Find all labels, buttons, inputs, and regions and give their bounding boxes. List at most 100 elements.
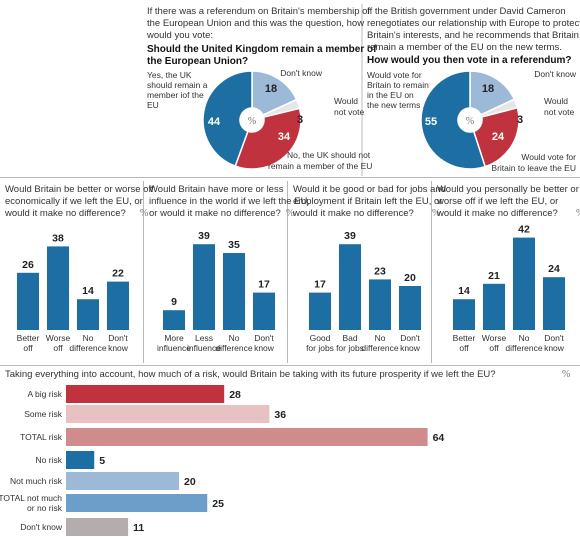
pie2-label-leave-2: Britain to leave the EU	[491, 163, 576, 173]
bars2-bar-2	[223, 253, 245, 330]
bars4-value-0: 14	[458, 285, 470, 297]
bar-chart-economy: %26Betteroff38Worseoff14Nodifference22Do…	[17, 208, 149, 353]
bars3-percent-symbol: %	[432, 208, 440, 219]
hbars-value-4: 20	[184, 476, 196, 488]
bars1-category-0-line-1: off	[23, 343, 33, 353]
hbars-category-5-line-0: TOTAL not much	[0, 493, 62, 503]
pie-chart-referendum: 18 3 34 44%	[202, 70, 303, 170]
pie1-slice-2	[234, 107, 302, 170]
bars2-category-2-line-1: difference	[215, 343, 252, 353]
bars3-question-line-1: Would it be good or bad for jobs and	[293, 184, 446, 195]
bars1-value-0: 26	[22, 259, 34, 271]
bars2-category-3-line-0: Don't	[254, 333, 274, 343]
bars3-question-line-2: employment if Britain left the EU, or	[293, 196, 442, 207]
risk-percent-symbol: %	[562, 369, 570, 380]
hbars-category-5-line-1: or no risk	[27, 503, 63, 513]
bars3-category-0-line-0: Good	[310, 333, 331, 343]
bars2-bar-1	[193, 244, 215, 330]
bar-chart-risk: 28 A big risk 36 Some risk 64 TOTAL risk 5 No r…	[0, 385, 444, 536]
bars1-category-2-line-1: difference	[69, 343, 106, 353]
pie1-label-yes-2: should remain a	[147, 80, 208, 90]
bars2-value-2: 35	[228, 239, 240, 251]
bars1-percent-symbol: %	[140, 208, 148, 219]
panel-jobs: Would it be good or bad for jobs and emp…	[292, 184, 446, 353]
pie2-label-dont-know: Don't know	[534, 69, 577, 79]
pie1-label-yes-4: EU	[147, 100, 159, 110]
pie2-value-2: 24	[492, 131, 505, 143]
bars4-category-2-line-1: difference	[505, 343, 542, 353]
panel2-question-line-3: Britain's interests, and he recommends t…	[367, 30, 579, 41]
bars1-category-1-line-0: Worse	[46, 333, 71, 343]
bars3-value-2: 23	[374, 265, 386, 277]
panel-risk: Taking everything into account, how much…	[0, 369, 570, 536]
bars2-question-line-2: influence in the world if we left the EU…	[149, 196, 310, 207]
bars3-category-1-line-1: for jobs	[336, 343, 364, 353]
panel2-question-line-2: renegotiates our relationship with Europ…	[367, 18, 580, 29]
panel1-question-line-3: would you vote:	[146, 30, 213, 41]
panel-personal: Would you personally be better or worse …	[436, 184, 580, 353]
pie2-slice-2	[472, 106, 520, 168]
pie2-label-would-not-vote-1: Would	[544, 96, 568, 106]
pie2-label-remain-4: the new terms	[367, 100, 420, 110]
bars1-bar-1	[47, 246, 69, 330]
bars3-value-3: 20	[404, 272, 416, 284]
bars4-category-3-line-0: Don't	[544, 333, 564, 343]
risk-question: Taking everything into account, how much…	[5, 369, 496, 380]
pie2-slice-3	[420, 70, 487, 170]
bars4-category-0-line-0: Better	[453, 333, 476, 343]
pie2-label-leave-1: Would vote for	[521, 152, 576, 162]
bars1-value-2: 14	[82, 285, 94, 297]
bars2-category-0-line-0: More	[164, 333, 184, 343]
panel-referendum-question: If there was a referendum on Britain's m…	[146, 6, 377, 171]
hbars-category-6-line-0: Don't know	[20, 522, 63, 532]
pie1-label-yes-1: Yes, the UK	[147, 70, 192, 80]
hbars-category-0-line-0: A big risk	[28, 389, 63, 399]
bars1-question-line-3: would it make no difference?	[4, 208, 126, 219]
bars1-category-1-line-1: off	[53, 343, 63, 353]
pie1-slice-3	[202, 70, 253, 168]
bars2-category-3-line-1: know	[254, 343, 275, 353]
bars2-category-1-line-0: Less	[195, 333, 213, 343]
bars4-bar-3	[543, 277, 565, 330]
pie2-value-1: 3	[517, 114, 523, 126]
hbars-value-1: 36	[274, 409, 286, 421]
bars2-percent-symbol: %	[286, 208, 294, 219]
bars4-bar-0	[453, 299, 475, 330]
bars4-category-1-line-1: off	[489, 343, 499, 353]
hbars-value-3: 5	[99, 455, 105, 467]
panel2-question-line-1: If the British government under David Ca…	[367, 6, 566, 17]
bars3-category-3-line-0: Don't	[400, 333, 420, 343]
bars1-value-3: 22	[112, 268, 124, 280]
bars2-category-0-line-1: influence	[157, 343, 191, 353]
panel-economy: Would Britain be better or worse off eco…	[4, 184, 154, 353]
pie1-label-yes-3: member iof the	[147, 90, 204, 100]
bars4-category-0-line-1: off	[459, 343, 469, 353]
panel2-question-line-4: remain a member of the EU on the new ter…	[367, 42, 562, 53]
pie2-label-remain-1: Would vote for	[367, 70, 422, 80]
bars4-value-3: 24	[548, 263, 560, 275]
bars3-value-1: 39	[344, 230, 356, 242]
bars3-question-line-3: would it make no difference?	[292, 208, 414, 219]
panel1-question-bold-1: Should the United Kingdom remain a membe…	[147, 44, 377, 55]
bar-chart-personal: %14Betteroff21Worseoff42Nodifference24Do…	[453, 208, 580, 353]
hbars-value-2: 64	[433, 432, 445, 444]
hbars-bar-0	[66, 385, 225, 403]
panel1-question-line-2: the European Union and this was the ques…	[147, 18, 364, 29]
hbars-category-3-line-0: No risk	[36, 455, 63, 465]
bars1-category-2-line-0: No	[83, 333, 94, 343]
hbars-category-1-line-0: Some risk	[24, 409, 63, 419]
bars3-bar-1	[339, 244, 361, 330]
bars2-value-0: 9	[171, 296, 177, 308]
pie1-value-3: 44	[208, 116, 221, 128]
pie1-value-0: 18	[265, 83, 277, 95]
bars3-category-1-line-0: Bad	[342, 333, 357, 343]
bars3-bar-2	[369, 279, 391, 330]
bars4-question-line-2: worse off if we left the EU, or	[436, 196, 558, 207]
bars4-category-3-line-1: know	[544, 343, 565, 353]
bars3-category-3-line-1: know	[400, 343, 421, 353]
bars2-category-2-line-0: No	[229, 333, 240, 343]
panel1-question-line-1: If there was a referendum on Britain's m…	[147, 6, 370, 17]
bars2-bar-0	[163, 310, 185, 330]
pie-chart-renegotiated-referendum: 18 3 24 55%	[420, 70, 523, 170]
